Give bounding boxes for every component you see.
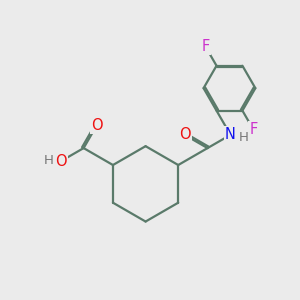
Text: F: F <box>201 39 210 54</box>
Text: F: F <box>249 122 258 137</box>
Text: O: O <box>91 118 103 133</box>
Text: O: O <box>179 127 190 142</box>
Text: O: O <box>55 154 67 169</box>
Text: N: N <box>225 127 236 142</box>
Text: H: H <box>44 154 53 167</box>
Text: H: H <box>239 131 249 144</box>
